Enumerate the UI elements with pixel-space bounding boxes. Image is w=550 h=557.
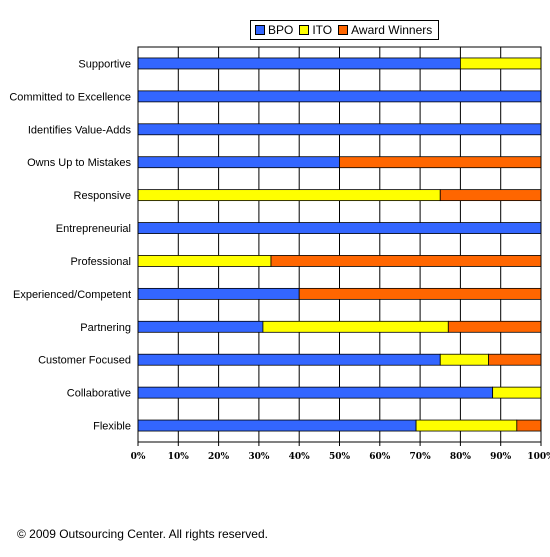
bar-responsive-award-winners: [439, 189, 542, 202]
legend-item-award-winners: Award Winners: [338, 23, 432, 37]
bar-owns-up-to-mistakes-bpo: [137, 156, 340, 169]
bar-partnering-ito: [262, 320, 449, 333]
category-label: Professional: [70, 256, 131, 268]
stacked-bar-chart: Supportive Committed to Excellence Identif…: [9, 46, 550, 462]
category-label: Responsive: [74, 190, 131, 202]
bar-supportive-ito: [459, 57, 542, 70]
category-label: Identifies Value-Adds: [28, 124, 132, 136]
x-tick-label: 0%: [131, 452, 146, 462]
legend-item-ito: ITO: [299, 23, 332, 37]
bar-partnering-award-winners: [447, 320, 542, 333]
x-tick-label: 90%: [490, 452, 512, 462]
bar-professional-award-winners: [270, 255, 542, 267]
bar-identifies-value-adds-bpo: [137, 123, 542, 136]
bar-experienced-competent-bpo: [137, 287, 300, 300]
bar-flexible-bpo: [137, 419, 417, 432]
bar-entrepreneurial-bpo: [137, 222, 542, 234]
chart-area: Supportive Committed to Excellence Identif…: [9, 20, 550, 462]
legend: BPO ITO Award Winners: [250, 20, 440, 40]
category-label: Committed to Excellence: [9, 91, 131, 103]
legend-label-award-winners: Award Winners: [351, 23, 433, 37]
x-tick-label: 20%: [208, 452, 230, 462]
category-label: Experienced/Competent: [13, 289, 131, 301]
x-tick-label: 30%: [248, 452, 270, 462]
x-tick-label: 80%: [450, 452, 472, 462]
bar-customer-focused-award-winners: [488, 353, 542, 366]
x-tick-label: 60%: [369, 452, 391, 462]
bar-flexible-ito: [415, 419, 518, 432]
bar-experienced-competent-award-winners: [298, 287, 542, 300]
legend-item-bpo: BPO: [255, 23, 293, 37]
x-tick-label: 40%: [289, 452, 311, 462]
legend-swatch-ito: [299, 25, 310, 35]
category-label: Flexible: [93, 421, 131, 433]
category-label: Entrepreneurial: [56, 223, 131, 235]
legend-label-ito: ITO: [312, 23, 333, 37]
bar-partnering-bpo: [137, 320, 264, 333]
bar-supportive-bpo: [137, 57, 461, 70]
legend-label-bpo: BPO: [268, 23, 294, 37]
x-tick-label: 10%: [168, 452, 190, 462]
x-tick-label: 100%: [527, 452, 550, 462]
copyright-text: © 2009 Outsourcing Center. All rights re…: [17, 527, 268, 541]
bar-customer-focused-bpo: [137, 353, 441, 366]
category-label: Partnering: [80, 322, 131, 334]
bar-responsive-ito: [137, 189, 441, 202]
bar-professional-ito: [137, 255, 272, 267]
legend-swatch-bpo: [255, 25, 265, 35]
category-label: Owns Up to Mistakes: [27, 157, 131, 169]
category-label: Collaborative: [67, 388, 131, 400]
legend-swatch-award-winners: [338, 25, 349, 35]
category-label: Customer Focused: [38, 355, 131, 367]
x-tick-label: 50%: [329, 452, 351, 462]
x-tick-label: 70%: [410, 452, 432, 462]
bar-committed-to-excellence-bpo: [137, 90, 542, 103]
bar-collaborative-bpo: [137, 386, 494, 399]
bar-collaborative-ito: [492, 386, 542, 399]
category-label: Supportive: [78, 58, 131, 70]
bar-owns-up-to-mistakes-award-winners: [339, 156, 542, 169]
bar-customer-focused-ito: [439, 353, 490, 366]
bar-flexible-award-winners: [516, 419, 542, 432]
